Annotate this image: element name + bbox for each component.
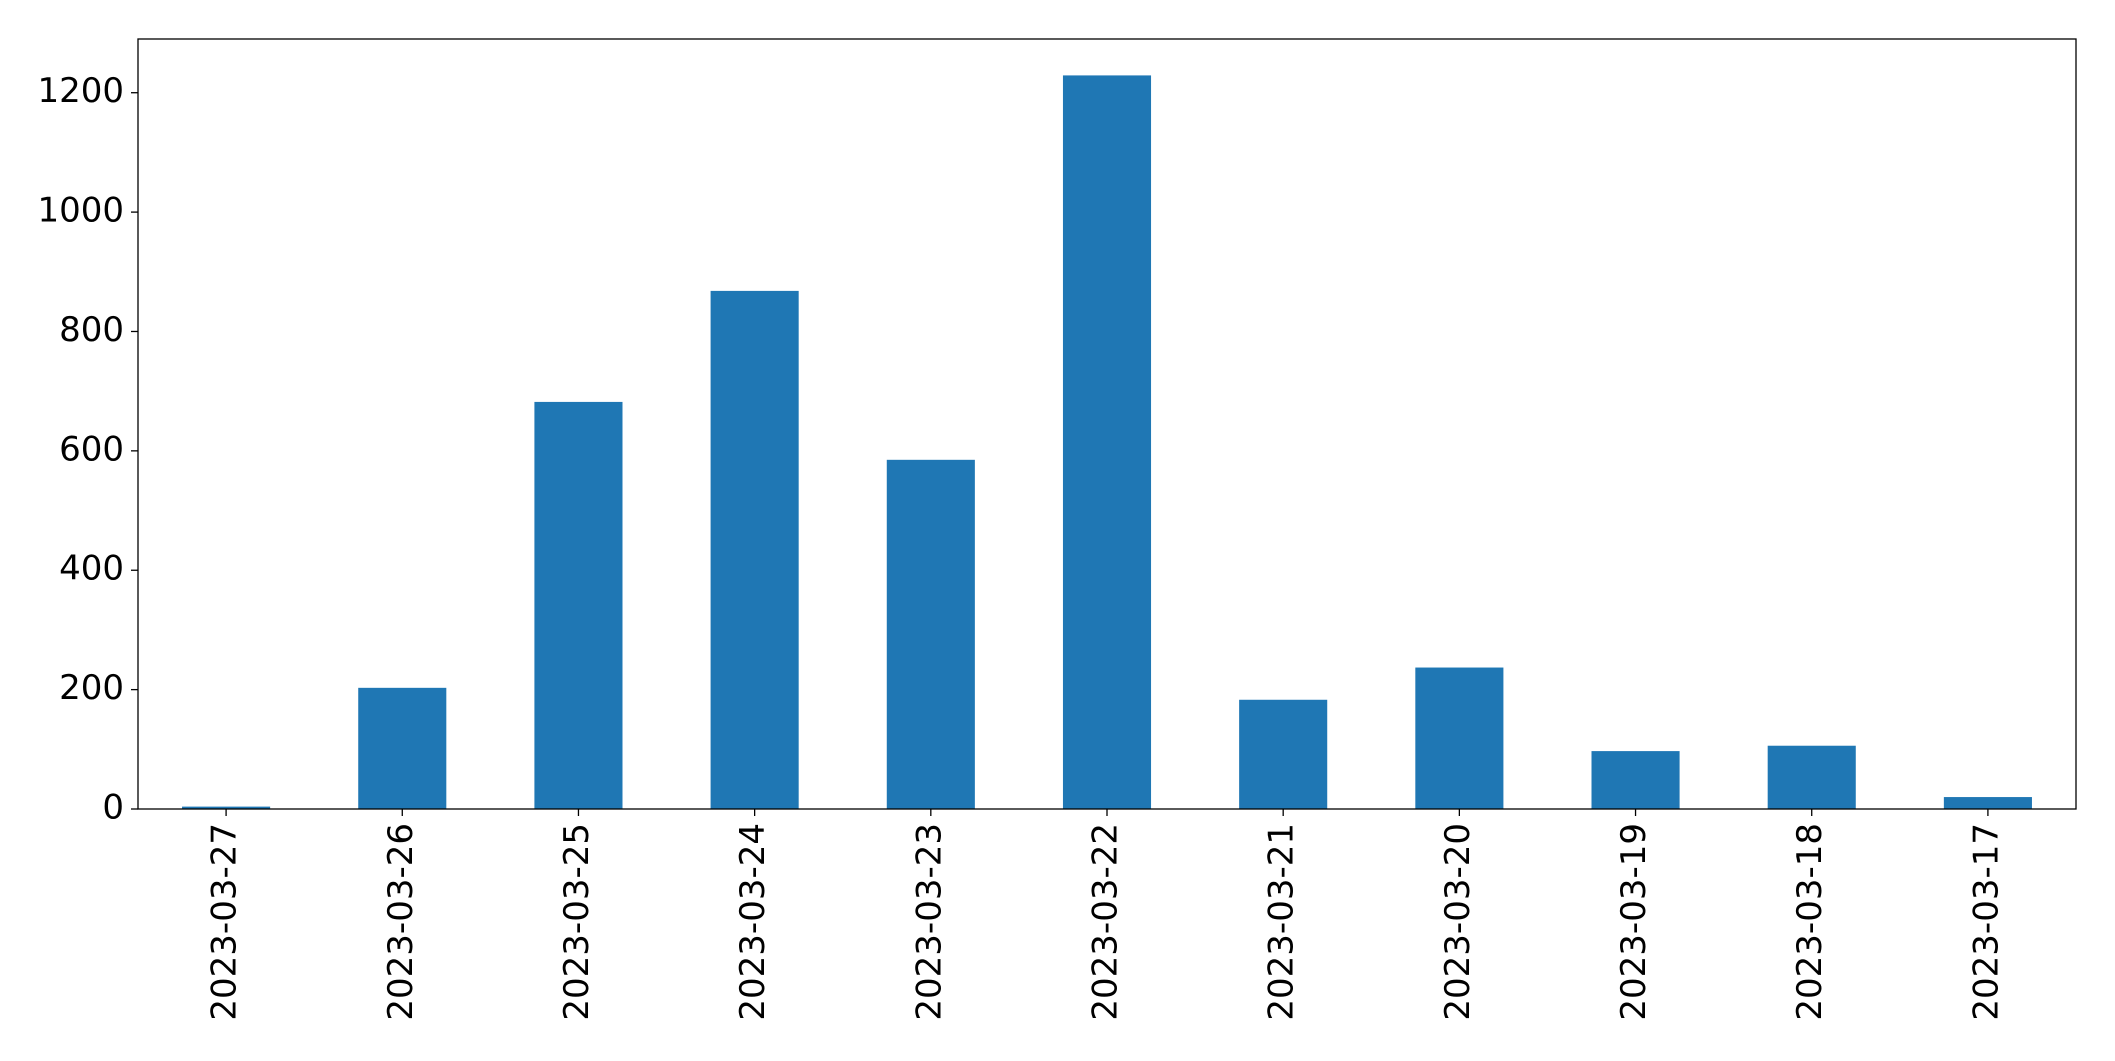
y-tick-label: 1000	[37, 191, 124, 231]
bar	[182, 806, 271, 809]
y-tick-label: 400	[59, 549, 124, 589]
x-tick-label: 2023-03-24	[733, 823, 773, 1021]
bar	[1591, 751, 1680, 809]
bar	[1767, 745, 1856, 809]
x-tick-label: 2023-03-23	[909, 823, 949, 1021]
x-tick-label: 2023-03-19	[1614, 823, 1654, 1021]
y-tick-label: 200	[59, 668, 124, 708]
x-tick-label: 2023-03-25	[557, 823, 597, 1021]
x-tick-label: 2023-03-17	[1966, 823, 2006, 1021]
y-tick-label: 0	[102, 788, 124, 828]
y-tick-label: 800	[59, 310, 124, 350]
bar	[1062, 75, 1152, 810]
x-tick-label: 2023-03-21	[1262, 823, 1302, 1021]
x-tick-label: 2023-03-22	[1086, 823, 1126, 1021]
bar	[1943, 797, 2032, 809]
y-tick-label: 1200	[37, 71, 124, 111]
bar	[534, 401, 623, 809]
bar	[1415, 667, 1504, 809]
x-tick-label: 2023-03-18	[1790, 823, 1830, 1021]
x-tick-label: 2023-03-20	[1438, 823, 1478, 1021]
bar	[1239, 699, 1328, 809]
axes-frame	[137, 38, 2077, 810]
x-tick-label: 2023-03-26	[381, 823, 421, 1021]
y-tick-label: 600	[59, 429, 124, 469]
bar	[710, 290, 799, 809]
bar	[886, 459, 975, 809]
x-tick-label: 2023-03-27	[205, 823, 245, 1021]
bar	[358, 687, 447, 809]
